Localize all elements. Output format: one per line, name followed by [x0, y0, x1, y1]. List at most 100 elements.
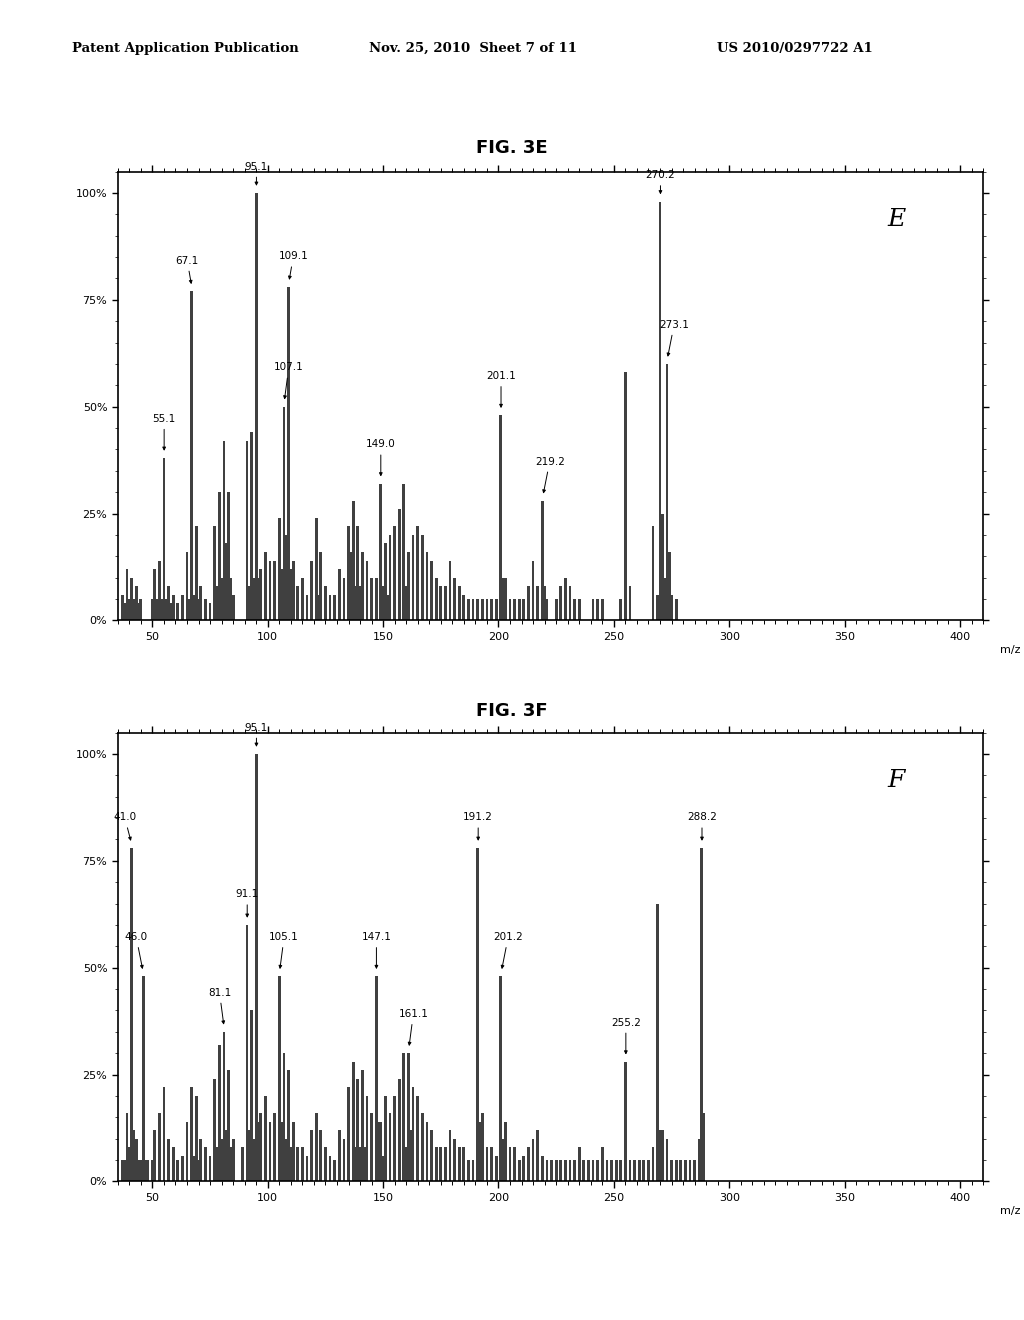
Bar [246, 441, 249, 620]
Bar [564, 1160, 566, 1181]
Bar [301, 578, 304, 620]
Bar [684, 1160, 687, 1181]
Bar [204, 599, 207, 620]
Bar [354, 586, 356, 620]
Bar [490, 1147, 493, 1181]
Bar [342, 1139, 345, 1181]
Text: 161.1: 161.1 [398, 1008, 428, 1045]
Bar [544, 586, 546, 620]
Bar [248, 586, 251, 620]
Bar [314, 1113, 317, 1181]
Text: m/z: m/z [1000, 1206, 1021, 1216]
Bar [605, 1160, 608, 1181]
Bar [130, 847, 133, 1181]
Bar [329, 595, 332, 620]
Bar [146, 1160, 150, 1181]
Bar [292, 1122, 295, 1181]
Bar [225, 544, 227, 620]
Bar [435, 578, 437, 620]
Bar [624, 1061, 627, 1181]
Bar [139, 1160, 142, 1181]
Text: 81.1: 81.1 [208, 987, 231, 1024]
Bar [490, 599, 493, 620]
Bar [500, 416, 502, 620]
Bar [185, 552, 188, 620]
Bar [402, 1053, 406, 1181]
Bar [169, 603, 172, 620]
Bar [537, 586, 539, 620]
Bar [472, 1160, 474, 1181]
Bar [366, 1096, 369, 1181]
Bar [578, 1147, 581, 1181]
Bar [132, 1130, 135, 1181]
Bar [629, 1160, 632, 1181]
Bar [314, 517, 317, 620]
Bar [476, 847, 479, 1181]
Bar [305, 1156, 308, 1181]
Bar [522, 1156, 525, 1181]
Bar [629, 586, 632, 620]
Bar [231, 595, 234, 620]
Bar [430, 1130, 433, 1181]
Bar [522, 599, 525, 620]
Bar [222, 1032, 225, 1181]
Bar [656, 904, 659, 1181]
Bar [513, 599, 516, 620]
Bar [126, 569, 128, 620]
Bar [527, 586, 529, 620]
Bar [504, 578, 507, 620]
Bar [573, 1160, 577, 1181]
Bar [287, 1071, 290, 1181]
Bar [172, 1147, 174, 1181]
Bar [435, 1147, 437, 1181]
Bar [216, 1147, 218, 1181]
Bar [550, 1160, 553, 1181]
Bar [222, 441, 225, 620]
Bar [559, 586, 562, 620]
Bar [624, 372, 627, 620]
Bar [393, 527, 396, 620]
Bar [666, 364, 669, 620]
Bar [389, 535, 391, 620]
Bar [229, 578, 232, 620]
Bar [246, 925, 249, 1181]
Bar [658, 1130, 662, 1181]
Bar [154, 1130, 156, 1181]
Bar [660, 1130, 664, 1181]
Bar [458, 586, 461, 620]
Bar [213, 1078, 216, 1181]
Bar [333, 595, 336, 620]
Bar [408, 552, 410, 620]
Bar [371, 578, 373, 620]
Bar [481, 1113, 483, 1181]
Bar [408, 1053, 410, 1181]
Bar [154, 569, 156, 620]
Bar [426, 552, 428, 620]
Bar [213, 527, 216, 620]
Bar [198, 1160, 200, 1181]
Bar [361, 552, 364, 620]
Text: 273.1: 273.1 [659, 319, 689, 356]
Bar [412, 535, 415, 620]
Bar [273, 1113, 276, 1181]
Bar [384, 1096, 387, 1181]
Bar [268, 561, 271, 620]
Bar [193, 1156, 196, 1181]
Text: 46.0: 46.0 [125, 932, 147, 968]
Bar [156, 599, 159, 620]
Text: 91.1: 91.1 [236, 890, 259, 917]
Bar [410, 1130, 413, 1181]
Bar [509, 599, 511, 620]
Bar [292, 561, 295, 620]
Bar [176, 603, 179, 620]
Bar [664, 578, 666, 620]
Bar [504, 1122, 507, 1181]
Bar [568, 1160, 571, 1181]
Bar [467, 599, 470, 620]
Bar [592, 599, 595, 620]
Bar [642, 1160, 645, 1181]
Bar [693, 1160, 696, 1181]
Bar [444, 1147, 446, 1181]
Bar [255, 193, 258, 620]
Bar [382, 1156, 384, 1181]
